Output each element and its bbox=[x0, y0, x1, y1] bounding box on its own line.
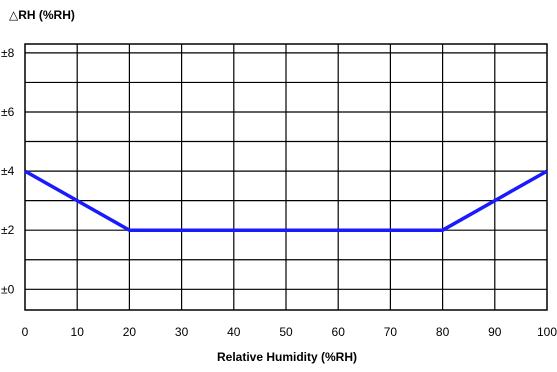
x-tick-label: 90 bbox=[488, 325, 502, 339]
x-tick-label: 70 bbox=[384, 325, 398, 339]
grid bbox=[24, 43, 548, 311]
y-tick-label: ±6 bbox=[1, 105, 15, 119]
x-tick-label: 100 bbox=[537, 325, 557, 339]
y-tick-label: ±8 bbox=[1, 46, 15, 60]
series-line bbox=[24, 169, 548, 232]
y-axis-title: △RH (%RH) bbox=[9, 8, 75, 22]
x-axis-title: Relative Humidity (%RH) bbox=[217, 350, 357, 364]
y-tick-label: ±4 bbox=[1, 164, 15, 178]
y-tick-label: ±0 bbox=[1, 282, 15, 296]
x-tick-label: 0 bbox=[22, 325, 29, 339]
x-tick-label: 50 bbox=[279, 325, 293, 339]
x-tick-label: 20 bbox=[123, 325, 137, 339]
y-tick-label: ±2 bbox=[1, 223, 15, 237]
x-tick-label: 60 bbox=[332, 325, 346, 339]
x-tick-label: 40 bbox=[227, 325, 241, 339]
x-tick-label: 10 bbox=[71, 325, 85, 339]
x-tick-label: 80 bbox=[436, 325, 450, 339]
x-tick-label: 30 bbox=[175, 325, 189, 339]
